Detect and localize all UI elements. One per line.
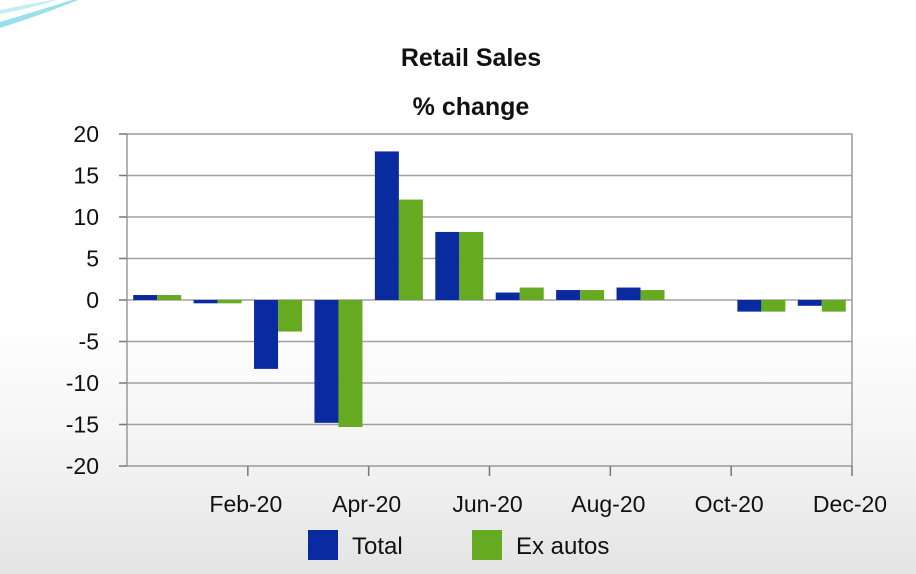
- bar-ex-autos-nov-20: [761, 300, 786, 312]
- x-tick-label-dec-20: Dec-20: [813, 491, 887, 517]
- y-tick-label-1: 15: [73, 163, 99, 189]
- bar-ex-autos-sep-20: [640, 290, 665, 300]
- legend-swatch-ex-autos: [472, 530, 502, 560]
- legend-label-ex-autos: Ex autos: [516, 533, 609, 560]
- bar-total-aug-20: [556, 290, 581, 300]
- corner-swoosh-decoration-2: [0, 0, 56, 14]
- x-tick-label-apr-20: Apr-20: [332, 491, 401, 517]
- bar-total-apr-20: [314, 300, 339, 423]
- bar-ex-autos-aug-20: [580, 290, 605, 300]
- x-axis: Feb-20 Apr-20 Jun-20 Aug-20 Oct-20 Dec-20: [209, 466, 887, 517]
- bar-total-sep-20: [616, 287, 641, 300]
- legend-label-total: Total: [352, 533, 403, 560]
- y-axis: 20 15 10 5 0 -5 -10 -15 -20: [66, 121, 127, 479]
- x-tick-label-aug-20: Aug-20: [571, 491, 645, 517]
- legend-swatch-total: [308, 530, 338, 560]
- bar-ex-autos-jun-20: [459, 231, 484, 300]
- bar-ex-autos-dec-20: [821, 300, 846, 312]
- y-tick-label-3: 5: [86, 246, 99, 272]
- bar-total-jul-20: [495, 292, 520, 300]
- bar-total-jan-20: [133, 295, 158, 300]
- x-tick-label-feb-20: Feb-20: [209, 491, 282, 517]
- corner-swoosh-decoration: [0, 0, 78, 28]
- y-tick-label-4: 0: [86, 287, 99, 313]
- x-tick-label-oct-20: Oct-20: [695, 491, 764, 517]
- y-tick-label-0: 20: [73, 121, 99, 147]
- bar-total-mar-20: [254, 300, 279, 369]
- bar-ex-autos-jul-20: [519, 287, 544, 300]
- y-tick-label-5: -5: [79, 329, 99, 355]
- bar-total-nov-20: [737, 300, 762, 312]
- bars: [133, 151, 846, 427]
- bar-ex-autos-jan-20: [157, 295, 182, 300]
- bar-total-jun-20: [435, 231, 460, 300]
- legend: Total Ex autos: [308, 530, 609, 560]
- bar-total-dec-20: [797, 300, 822, 306]
- bar-ex-autos-apr-20: [338, 300, 363, 427]
- y-tick-label-2: 10: [73, 204, 99, 230]
- y-tick-label-8: -20: [66, 453, 99, 479]
- y-tick-label-6: -10: [66, 370, 99, 396]
- bar-ex-autos-mar-20: [278, 300, 303, 332]
- chart-title: Retail Sales: [401, 44, 541, 72]
- chart-subtitle: % change: [413, 93, 530, 121]
- bar-total-may-20: [374, 151, 399, 300]
- bar-ex-autos-may-20: [398, 199, 423, 300]
- x-tick-label-jun-20: Jun-20: [452, 491, 522, 517]
- y-tick-label-7: -15: [66, 412, 99, 438]
- bar-total-feb-20: [193, 300, 218, 304]
- bar-ex-autos-feb-20: [217, 300, 242, 304]
